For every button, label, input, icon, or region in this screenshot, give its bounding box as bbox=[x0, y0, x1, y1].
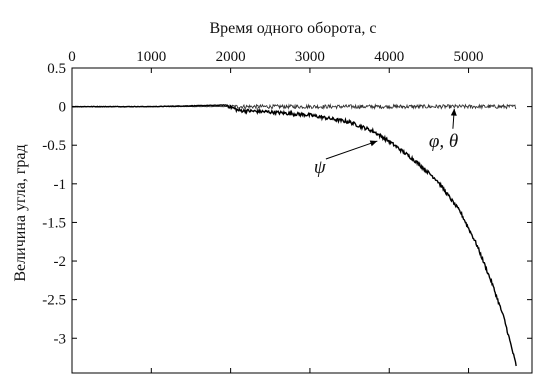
y-tick-label: -1.5 bbox=[42, 215, 66, 231]
y-axis-title: Величина угла, град bbox=[12, 144, 29, 281]
annotation-arrowhead bbox=[450, 108, 457, 116]
y-tick-label: 0.5 bbox=[47, 61, 66, 77]
y-tick-label: -2 bbox=[54, 254, 67, 270]
series-line-1 bbox=[71, 104, 517, 367]
annotation-arrowhead bbox=[369, 140, 378, 147]
y-tick-label: -2.5 bbox=[42, 293, 66, 309]
series-annotation: φ, θ bbox=[429, 131, 458, 152]
x-tick-label: 4000 bbox=[374, 49, 404, 65]
axis-ticks bbox=[71, 67, 532, 373]
y-tick-label: -0.5 bbox=[42, 138, 66, 154]
x-tick-label: 5000 bbox=[454, 49, 484, 65]
y-tick-label: 0 bbox=[59, 100, 67, 116]
series-layer bbox=[71, 103, 517, 367]
x-tick-label: 0 bbox=[68, 49, 76, 65]
axis-tick-labels: 0 1000 2000 3000 4000 50000.50-0.5-1-1.5-2-2.… bbox=[42, 49, 483, 347]
y-tick-label: -1 bbox=[54, 177, 67, 193]
x-tick-label: 1000 bbox=[136, 49, 166, 65]
plot-area-frame bbox=[71, 67, 533, 374]
annotations-layer: φ, θ ψ bbox=[314, 108, 458, 178]
x-tick-label: 2000 bbox=[216, 49, 246, 65]
annotation-pointer bbox=[325, 140, 378, 160]
x-axis-title: Время одного оборота, с bbox=[210, 20, 377, 37]
series-annotation: ψ bbox=[314, 157, 327, 178]
x-tick-label: 3000 bbox=[295, 49, 325, 65]
y-tick-label: -3 bbox=[54, 331, 67, 347]
